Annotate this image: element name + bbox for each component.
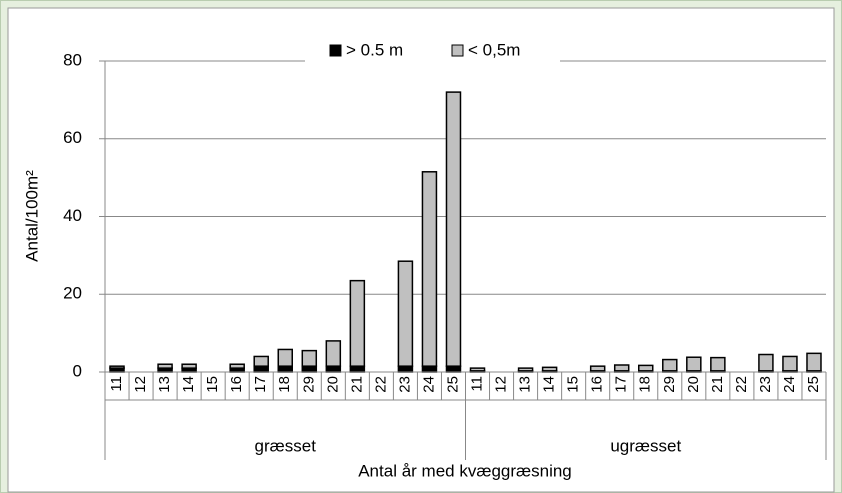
x-tick-label: 12 — [132, 376, 149, 393]
bar-segment — [157, 363, 173, 369]
x-tick-label: 25 — [805, 376, 822, 393]
x-tick-label: 17 — [613, 376, 630, 393]
y-tick-label: 40 — [63, 206, 82, 225]
bar-segment — [301, 365, 318, 373]
bar-segment — [325, 340, 342, 367]
x-tick-label: 11 — [108, 376, 125, 392]
x-tick-label: 21 — [709, 376, 726, 393]
x-tick-label: 22 — [372, 376, 389, 393]
x-tick-label: 15 — [565, 376, 582, 393]
x-tick-label: 25 — [444, 376, 461, 393]
x-tick-label: 16 — [589, 376, 606, 393]
legend-label: > 0.5 m — [346, 40, 403, 59]
y-tick-label: 20 — [63, 284, 82, 303]
bar-segment — [613, 364, 630, 372]
x-axis-label: Antal år med kvæggræsning — [358, 461, 572, 480]
bar-segment — [325, 365, 342, 373]
bar-segment — [806, 352, 822, 372]
x-tick-label: 15 — [204, 376, 221, 393]
bar-segment — [253, 365, 269, 373]
x-tick-label: 12 — [493, 376, 510, 393]
x-tick-label: 23 — [757, 376, 774, 393]
legend-swatch — [451, 44, 464, 57]
y-tick-label: 0 — [73, 361, 82, 380]
y-tick-label: 80 — [63, 50, 82, 69]
bar-segment — [349, 365, 366, 373]
x-tick-label: 11 — [468, 376, 485, 392]
legend-box — [305, 38, 560, 66]
bar-segment — [181, 363, 197, 369]
group-label: græsset — [255, 436, 317, 455]
bar-segment — [782, 355, 798, 372]
x-tick-label: 20 — [324, 376, 341, 393]
x-tick-label: 14 — [180, 376, 197, 393]
bar-segment — [710, 356, 726, 372]
bar-segment — [229, 363, 245, 369]
x-tick-label: 17 — [252, 376, 269, 393]
y-tick-label: 60 — [63, 128, 82, 147]
bar-segment — [397, 365, 414, 373]
x-tick-label: 29 — [661, 376, 678, 393]
bar-segment — [301, 349, 318, 367]
x-tick-label: 14 — [541, 376, 558, 393]
bar-segment — [421, 365, 438, 373]
bar-segment — [758, 353, 774, 372]
x-tick-label: 13 — [517, 376, 534, 393]
bar-segment — [253, 355, 269, 367]
bar-segment — [277, 365, 293, 373]
x-tick-label: 22 — [733, 376, 750, 393]
legend-label: < 0,5m — [468, 40, 520, 59]
x-tick-label: 24 — [781, 376, 798, 393]
bar-segment — [686, 356, 702, 372]
bar-segment — [662, 358, 678, 372]
bar-segment — [589, 365, 606, 372]
y-axis-label: Antal/100m² — [22, 170, 41, 262]
bar-segment — [349, 279, 366, 367]
bar-segment — [638, 364, 654, 372]
bar-segment — [517, 367, 534, 372]
bar-segment — [445, 91, 462, 367]
x-tick-label: 23 — [396, 376, 413, 393]
x-tick-label: 29 — [300, 376, 317, 393]
x-tick-label: 24 — [420, 376, 437, 393]
x-tick-label: 20 — [685, 376, 702, 393]
bar-segment — [397, 260, 414, 367]
x-tick-label: 18 — [276, 376, 293, 393]
bar-segment — [469, 367, 486, 372]
group-label: ugræsset — [610, 436, 681, 455]
legend-swatch — [329, 44, 342, 57]
chart-area — [7, 7, 835, 493]
bar-segment — [421, 171, 438, 367]
bar-segment — [445, 365, 462, 373]
bar-segment — [109, 365, 125, 369]
x-tick-label: 16 — [228, 376, 245, 393]
bar-segment — [277, 348, 293, 367]
x-tick-label: 18 — [637, 376, 654, 393]
x-tick-label: 13 — [156, 376, 173, 393]
x-tick-label: 21 — [348, 376, 365, 393]
bar-segment — [541, 366, 558, 372]
